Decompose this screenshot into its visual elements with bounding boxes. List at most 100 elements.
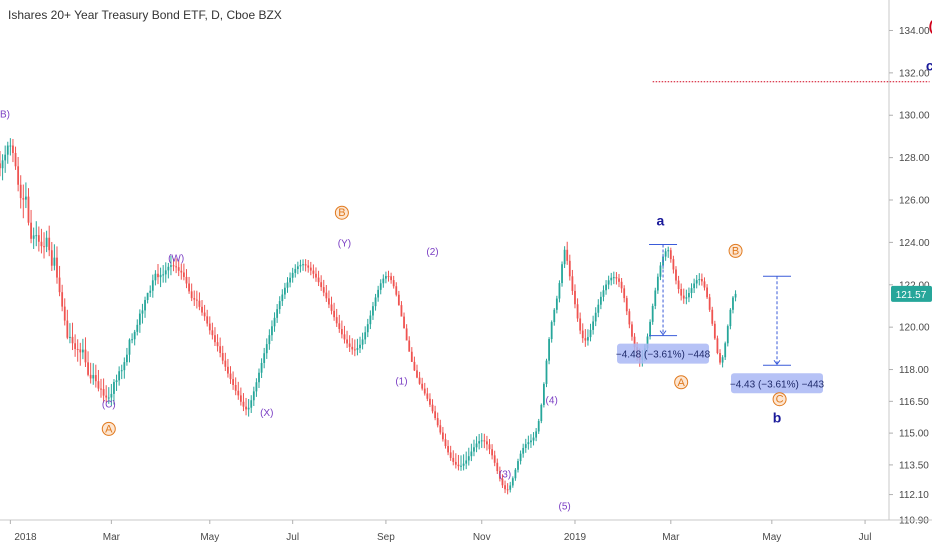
candle-body bbox=[182, 272, 185, 277]
candle-body bbox=[317, 277, 320, 283]
candle-body bbox=[656, 276, 659, 291]
candle bbox=[418, 371, 421, 385]
candle bbox=[304, 259, 307, 272]
candle bbox=[379, 279, 382, 295]
candle-body bbox=[164, 270, 167, 275]
wave-label-circled: A bbox=[674, 375, 689, 390]
wave-label-circled: B bbox=[334, 205, 349, 220]
candle-body bbox=[571, 276, 574, 291]
candle-body bbox=[37, 235, 40, 242]
candle-body bbox=[162, 274, 165, 276]
candle bbox=[43, 232, 45, 259]
candle bbox=[229, 366, 232, 384]
candle-body bbox=[61, 292, 64, 307]
candle-body bbox=[63, 306, 66, 321]
time-tick-label: Jul bbox=[859, 532, 872, 543]
candle-body bbox=[460, 465, 462, 467]
candle-body bbox=[713, 323, 716, 339]
last-price-label: 121.57 bbox=[896, 290, 927, 301]
candle-body bbox=[504, 485, 506, 490]
candle-body bbox=[429, 398, 431, 405]
candle bbox=[364, 326, 367, 345]
candle-body bbox=[628, 311, 631, 325]
candle-body bbox=[208, 323, 211, 331]
candle bbox=[527, 435, 530, 450]
candle-body bbox=[351, 346, 354, 350]
candle-body bbox=[87, 362, 89, 375]
candle bbox=[672, 255, 675, 274]
wave-label: b bbox=[773, 410, 782, 426]
candle-body bbox=[219, 346, 222, 354]
candle bbox=[151, 274, 154, 298]
candle-body bbox=[30, 222, 32, 239]
candle-body bbox=[625, 298, 628, 312]
candle-body bbox=[436, 418, 439, 426]
candle bbox=[312, 264, 315, 279]
candle bbox=[374, 293, 377, 311]
candle bbox=[19, 175, 22, 209]
candle-body bbox=[496, 462, 499, 472]
candle-body bbox=[364, 332, 367, 340]
candle bbox=[688, 287, 690, 303]
candle bbox=[146, 292, 149, 304]
candle bbox=[553, 308, 556, 326]
candle-body bbox=[408, 340, 411, 352]
candle-body bbox=[185, 276, 188, 284]
candle-body bbox=[102, 389, 105, 396]
candle bbox=[524, 438, 527, 453]
candle-body bbox=[286, 282, 289, 288]
candle bbox=[237, 381, 240, 400]
candle bbox=[612, 271, 615, 285]
time-tick-label: 2018 bbox=[14, 532, 37, 543]
candle bbox=[4, 145, 7, 173]
candle-body bbox=[136, 324, 139, 332]
candle-body bbox=[193, 298, 196, 300]
candle bbox=[716, 335, 719, 355]
candle bbox=[700, 273, 703, 286]
candle bbox=[486, 435, 488, 451]
candle bbox=[366, 318, 369, 338]
candle-body bbox=[517, 461, 519, 470]
candle-body bbox=[454, 461, 457, 465]
candle bbox=[628, 308, 631, 329]
candle bbox=[434, 405, 437, 421]
candle bbox=[708, 293, 711, 312]
candle bbox=[340, 320, 343, 339]
candle bbox=[317, 270, 320, 287]
candle bbox=[234, 377, 237, 396]
candle-body bbox=[48, 237, 51, 251]
candle-body bbox=[654, 290, 657, 306]
candle-body bbox=[377, 289, 380, 298]
candle bbox=[315, 267, 317, 282]
candle-body bbox=[623, 288, 626, 299]
candle-body bbox=[695, 280, 698, 284]
candle-body bbox=[255, 382, 258, 392]
candle-body bbox=[579, 318, 582, 331]
candle-body bbox=[224, 360, 227, 367]
wave-label-circled: C bbox=[772, 392, 787, 407]
candle bbox=[535, 428, 538, 442]
candle-body bbox=[576, 304, 579, 319]
price-tick-label: 132.00 bbox=[899, 68, 930, 79]
candle bbox=[713, 320, 716, 340]
candle bbox=[136, 319, 139, 336]
candle-body bbox=[618, 278, 620, 282]
candle bbox=[545, 358, 548, 388]
candle-body bbox=[170, 265, 172, 267]
candle bbox=[211, 322, 214, 340]
candle-body bbox=[488, 444, 491, 450]
candle bbox=[467, 447, 470, 466]
candle bbox=[265, 338, 268, 359]
candle-body bbox=[724, 343, 727, 358]
candle-body bbox=[426, 393, 429, 399]
candle-body bbox=[237, 390, 240, 396]
candle-body bbox=[333, 310, 336, 318]
price-axis: 134.00 132.00 130.00 128.00 126.00 124.00 122.… bbox=[888, 0, 932, 527]
candle bbox=[571, 269, 574, 295]
candle bbox=[416, 364, 418, 379]
candle bbox=[94, 364, 97, 388]
candle-body bbox=[369, 315, 372, 325]
candle-body bbox=[294, 269, 297, 273]
candle bbox=[620, 277, 623, 293]
